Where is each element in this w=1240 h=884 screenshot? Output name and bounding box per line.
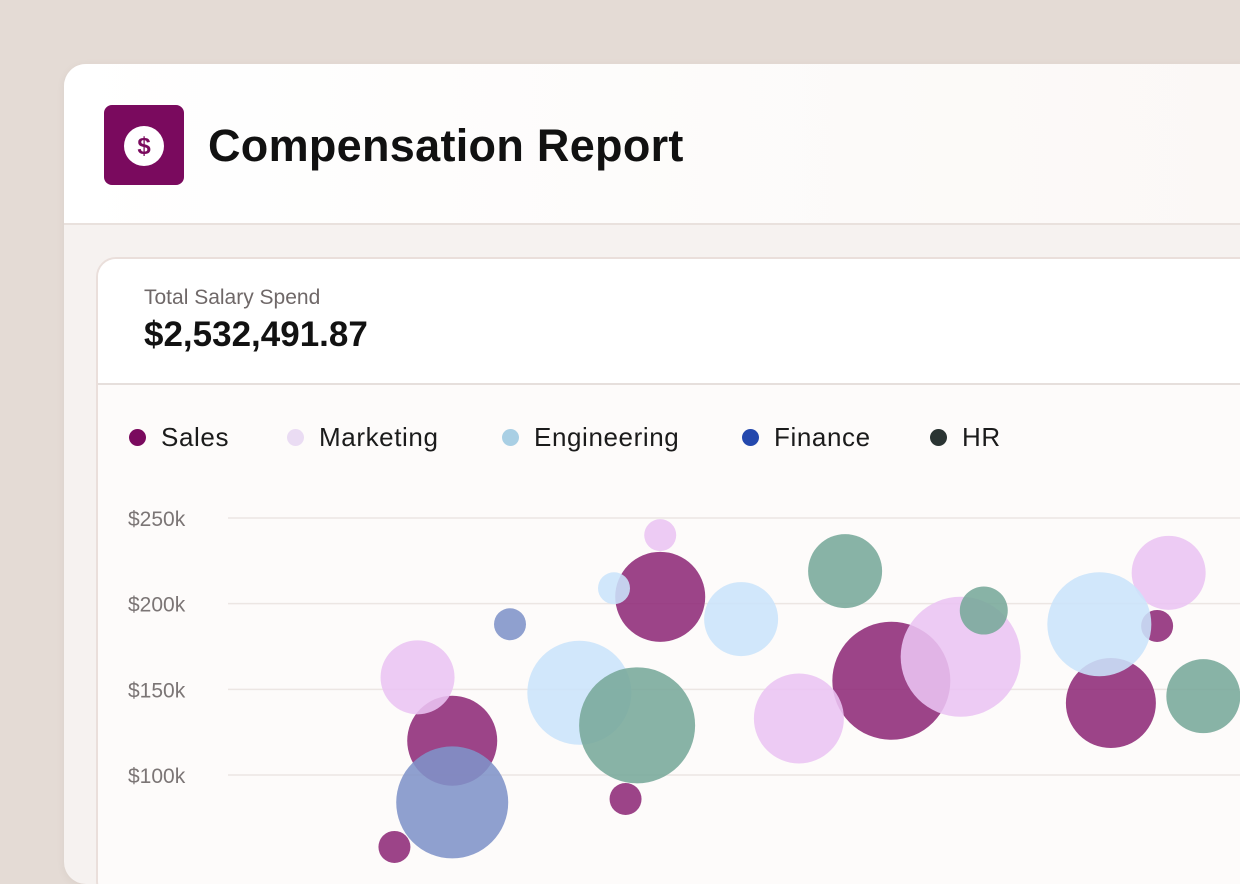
app-window: $ Compensation Report Total Salary Spend… [64, 64, 1240, 884]
bubble-hr[interactable] [808, 534, 883, 609]
page-title: Compensation Report [208, 120, 684, 171]
legend-label: Marketing [319, 421, 439, 452]
y-tick-label: $250k [128, 508, 186, 531]
y-tick-label: $200k [128, 594, 186, 617]
legend-label: Finance [774, 421, 871, 452]
bubble-finance[interactable] [494, 608, 526, 641]
summary-header: Total Salary Spend $2,532,491.87 [98, 259, 1240, 385]
legend-dot [930, 428, 947, 446]
bubble-marketing[interactable] [380, 640, 455, 715]
bubble-engineering[interactable] [598, 572, 630, 605]
bubble-marketing[interactable] [644, 519, 677, 552]
legend-item-engineering[interactable]: Engineering [502, 422, 679, 452]
legend-dot [502, 428, 519, 446]
bubble-marketing[interactable] [753, 673, 844, 764]
dollar-icon: $ [104, 105, 184, 185]
bubble-marketing[interactable] [1131, 535, 1206, 610]
y-tick-label: $100k [128, 765, 186, 788]
bubble-sales[interactable] [609, 782, 642, 815]
legend-item-marketing[interactable]: Marketing [287, 422, 439, 452]
bubble-engineering[interactable] [704, 582, 779, 657]
metric-value: $2,532,491.87 [144, 315, 368, 354]
bubble-hr[interactable] [579, 667, 696, 784]
legend-label: HR [962, 421, 1001, 452]
legend-dot [129, 428, 146, 446]
app-header: $ Compensation Report [64, 64, 1240, 225]
bubble-engineering[interactable] [1047, 572, 1152, 677]
bubble-sales[interactable] [378, 830, 411, 863]
legend-item-hr[interactable]: HR [930, 422, 1001, 452]
bubble-sales[interactable] [615, 551, 706, 642]
legend-label: Sales [161, 421, 230, 452]
bubble-sales[interactable] [1065, 658, 1156, 749]
metric-label: Total Salary Spend [144, 286, 321, 309]
bubble-chart: $250k $200k $150k $100k [128, 508, 1240, 863]
legend-dot [742, 428, 759, 446]
legend-dot [287, 428, 304, 446]
bubble-hr[interactable] [959, 586, 1008, 635]
bubble-hr[interactable] [1166, 659, 1240, 734]
legend-label: Engineering [534, 421, 680, 452]
svg-text:$: $ [137, 133, 151, 160]
legend-item-finance[interactable]: Finance [742, 422, 871, 452]
bubble-finance[interactable] [396, 746, 509, 859]
y-tick-label: $150k [128, 679, 186, 702]
legend-item-sales[interactable]: Sales [129, 422, 229, 452]
chart-card: Total Salary Spend $2,532,491.87 Sales M… [96, 257, 1240, 884]
